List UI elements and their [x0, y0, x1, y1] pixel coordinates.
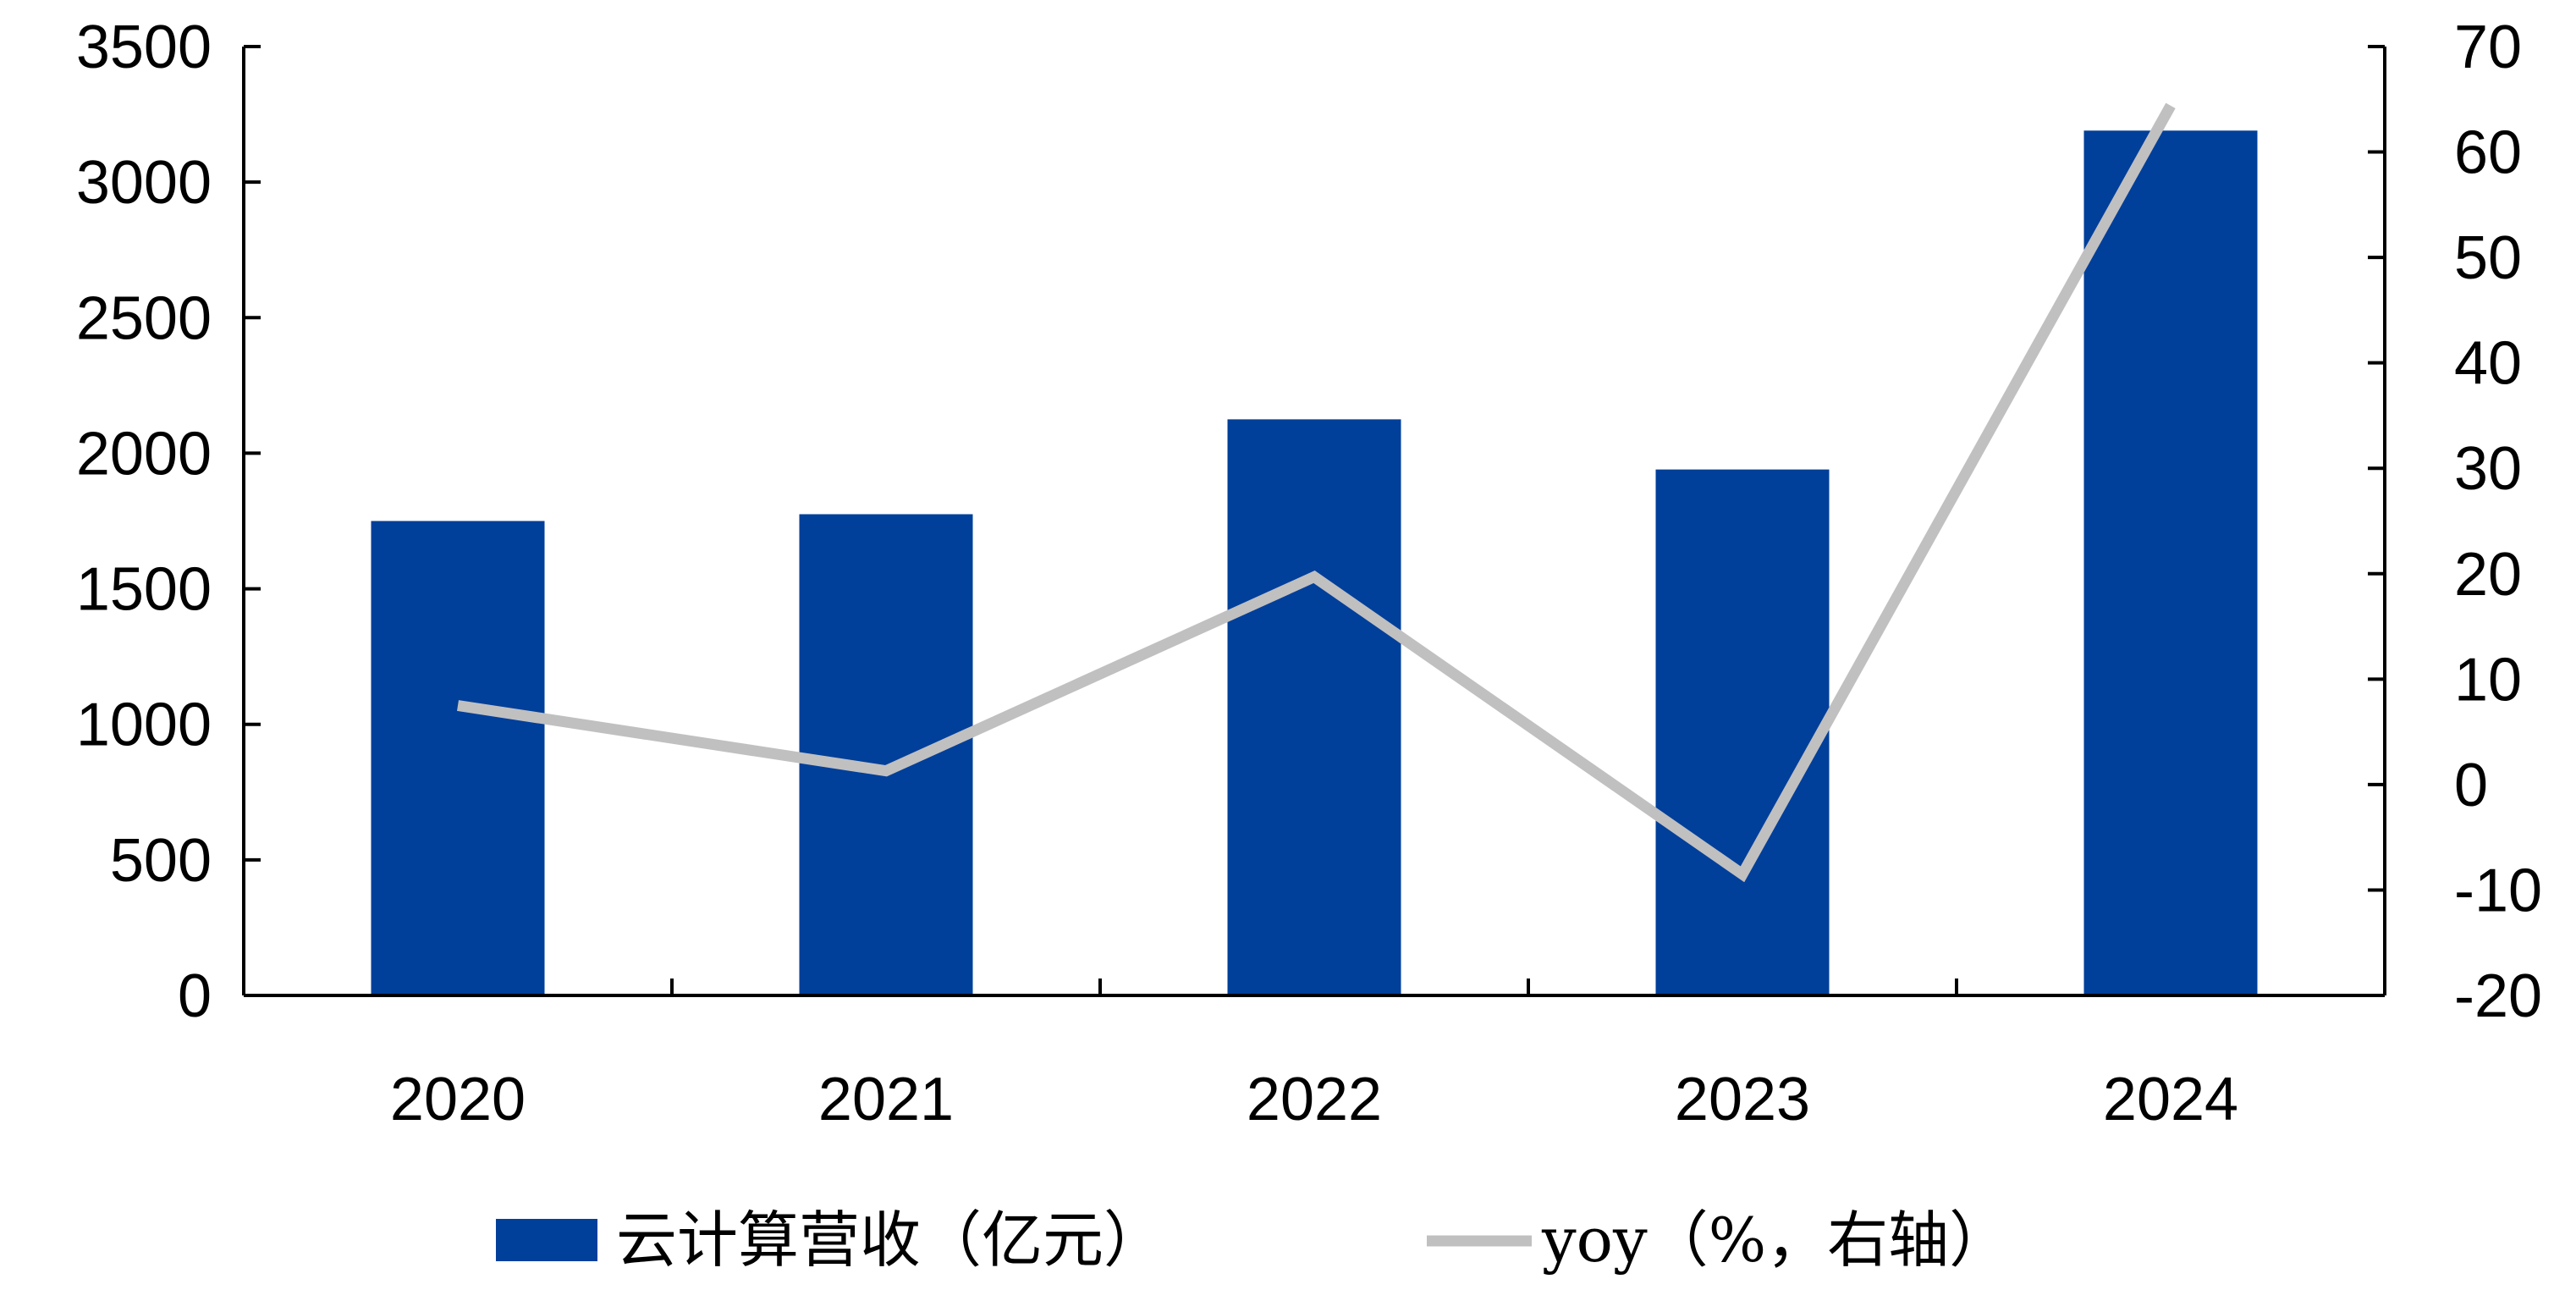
- y-right-tick-label: 30: [2454, 435, 2522, 503]
- legend-label-yoy: yoy（%，右轴）: [1541, 1205, 2010, 1276]
- x-tick-label: 2023: [1675, 1066, 1810, 1133]
- y-left-tick-label: 1500: [76, 556, 212, 624]
- y-right-tick-label: -10: [2454, 857, 2542, 924]
- y-left-tick-label: 2000: [76, 420, 212, 488]
- y-right-tick-label: 40: [2454, 330, 2522, 398]
- legend-swatch-revenue: [496, 1219, 597, 1261]
- y-left-tick-label: 3500: [76, 14, 212, 81]
- bar-2021: [800, 514, 973, 995]
- x-tick-label: 2020: [390, 1066, 526, 1133]
- x-tick-label: 2021: [818, 1066, 954, 1133]
- bar-2022: [1228, 419, 1401, 995]
- y-right-tick-label: -20: [2454, 962, 2542, 1030]
- x-tick-label: 2022: [1247, 1066, 1382, 1133]
- y-right-tick-label: 60: [2454, 119, 2522, 187]
- y-right-tick-label: 70: [2454, 14, 2522, 81]
- y-left-tick-label: 1000: [76, 692, 212, 759]
- x-tick-label: 2024: [2103, 1066, 2238, 1133]
- y-right-tick-label: 50: [2454, 224, 2522, 292]
- bar-2024: [2084, 130, 2258, 995]
- y-left-tick-label: 2500: [76, 284, 212, 352]
- bar-2023: [1656, 470, 1830, 995]
- y-right-tick-label: 20: [2454, 541, 2522, 609]
- bar-2020: [372, 521, 545, 996]
- y-left-tick-label: 3000: [76, 149, 212, 217]
- y-right-tick-label: 0: [2454, 752, 2488, 819]
- bars-layer: [372, 130, 2258, 995]
- legend-label-revenue: 云计算营收（亿元）: [616, 1205, 1164, 1276]
- y-left-tick-label: 500: [110, 827, 212, 895]
- y-right-tick-label: 10: [2454, 646, 2522, 714]
- legend: 云计算营收（亿元） yoy（%，右轴）: [496, 1205, 2010, 1276]
- y-left-tick-label: 0: [178, 962, 212, 1030]
